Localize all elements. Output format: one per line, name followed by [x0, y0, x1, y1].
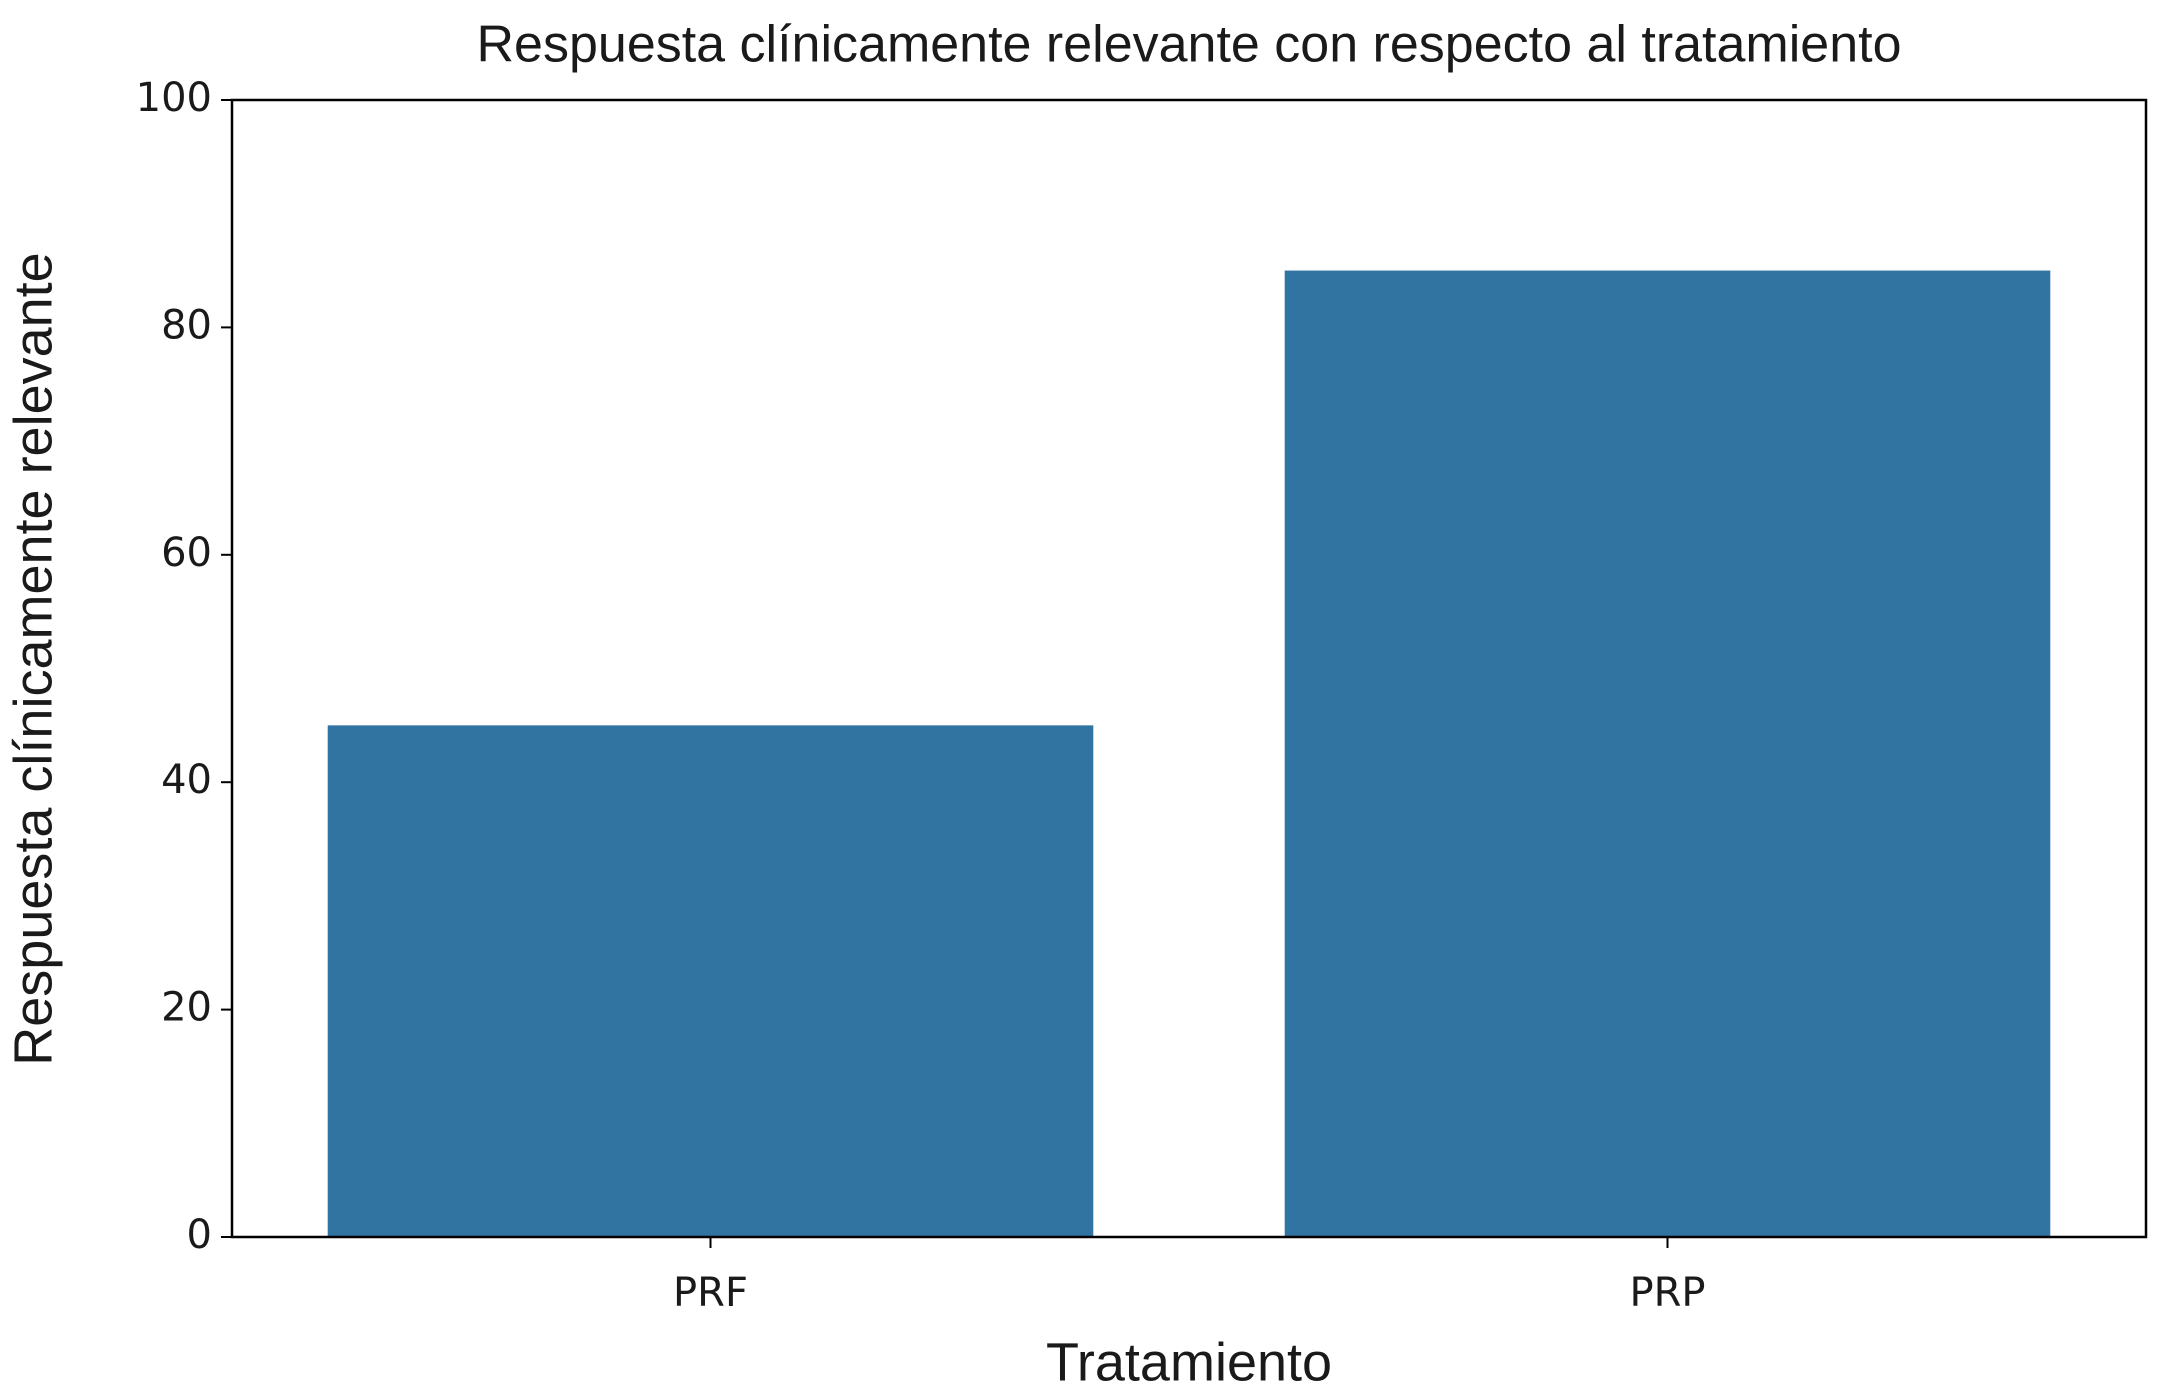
- plot-frame: [230, 98, 2148, 1239]
- y-tick-label: 100: [136, 75, 212, 121]
- y-tick-label: 60: [161, 530, 212, 576]
- chart-title: Respuesta clínicamente relevante con res…: [477, 16, 1902, 74]
- y-axis-label: Respuesta clínicamente relevante: [3, 252, 63, 1065]
- y-tick-label: 40: [161, 757, 212, 803]
- x-tick-label: PRF: [673, 1270, 748, 1316]
- x-axis-label: Tratamiento: [1046, 1332, 1332, 1392]
- bar: [1284, 270, 2051, 1237]
- bar: [327, 725, 1094, 1237]
- y-tick-label: 0: [187, 1212, 212, 1258]
- y-tick-label: 20: [161, 985, 212, 1031]
- y-tick-label: 80: [161, 302, 212, 348]
- x-tick-label: PRP: [1629, 1270, 1705, 1316]
